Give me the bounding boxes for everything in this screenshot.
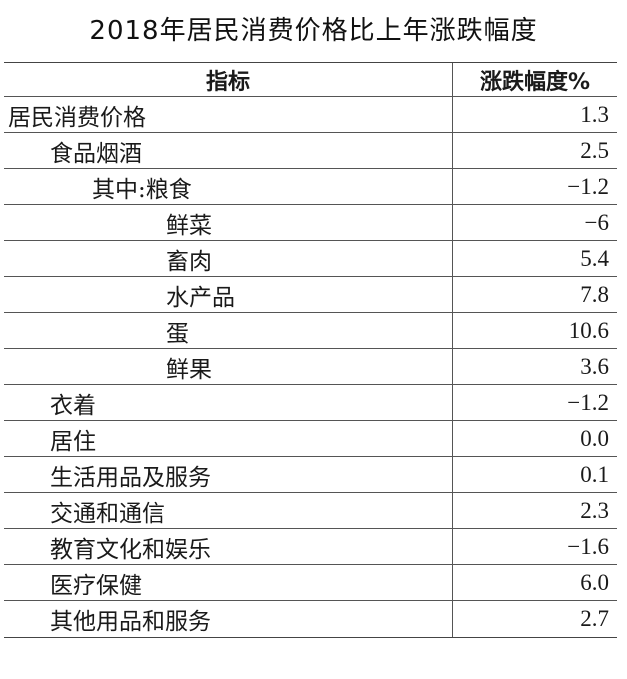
table-row: 其中:粮食 −1.2 [4, 169, 617, 205]
row-label: 畜肉 [4, 241, 453, 276]
row-label: 生活用品及服务 [4, 457, 453, 492]
price-change-table: 指标 涨跌幅度% 居民消费价格 1.3 食品烟酒 2.5 其中:粮食 −1.2 … [4, 62, 617, 638]
table-row: 蛋 10.6 [4, 313, 617, 349]
table-row: 其他用品和服务 2.7 [4, 601, 617, 637]
table-header-row: 指标 涨跌幅度% [4, 63, 617, 97]
row-value: 6.0 [580, 569, 609, 595]
row-label: 食品烟酒 [4, 133, 453, 168]
row-value: −1.6 [567, 533, 609, 559]
row-label: 教育文化和娱乐 [4, 529, 453, 564]
row-value: 2.7 [580, 606, 609, 631]
table-row: 居住 0.0 [4, 421, 617, 457]
row-value: 2.3 [580, 497, 609, 523]
page-title: 2018年居民消费价格比上年涨跌幅度 [89, 16, 538, 46]
row-value: 7.8 [580, 281, 609, 307]
row-label: 交通和通信 [4, 493, 453, 528]
row-label: 居民消费价格 [4, 97, 453, 132]
row-value: −1.2 [567, 389, 609, 415]
row-label: 其他用品和服务 [4, 601, 453, 637]
table-row: 食品烟酒 2.5 [4, 133, 617, 169]
row-label: 鲜菜 [4, 205, 453, 240]
row-value: −1.2 [567, 173, 609, 199]
row-label: 居住 [4, 421, 453, 456]
table-row: 鲜菜 −6 [4, 205, 617, 241]
table-row: 水产品 7.8 [4, 277, 617, 313]
table-row: 教育文化和娱乐 −1.6 [4, 529, 617, 565]
table-row: 鲜果 3.6 [4, 349, 617, 385]
table-row: 衣着 −1.2 [4, 385, 617, 421]
row-value: −6 [584, 209, 609, 235]
row-label: 衣着 [4, 385, 453, 420]
table-row: 医疗保健 6.0 [4, 565, 617, 601]
table-row: 居民消费价格 1.3 [4, 97, 617, 133]
row-value: 2.5 [580, 137, 609, 163]
row-label: 其中:粮食 [4, 169, 453, 204]
row-value: 10.6 [568, 317, 609, 343]
table-row: 畜肉 5.4 [4, 241, 617, 277]
row-label: 鲜果 [4, 349, 453, 384]
row-value: 3.6 [580, 353, 609, 379]
row-label: 水产品 [4, 277, 453, 312]
row-value: 0.1 [580, 461, 609, 487]
row-value: 0.0 [580, 425, 609, 451]
row-value: 5.4 [580, 245, 609, 271]
table-row: 交通和通信 2.3 [4, 493, 617, 529]
column-header-change: 涨跌幅度% [479, 69, 591, 95]
row-label: 医疗保健 [4, 565, 453, 600]
row-value: 1.3 [580, 101, 609, 127]
row-label: 蛋 [4, 313, 453, 348]
column-header-indicator: 指标 [4, 63, 453, 96]
table-row: 生活用品及服务 0.1 [4, 457, 617, 493]
